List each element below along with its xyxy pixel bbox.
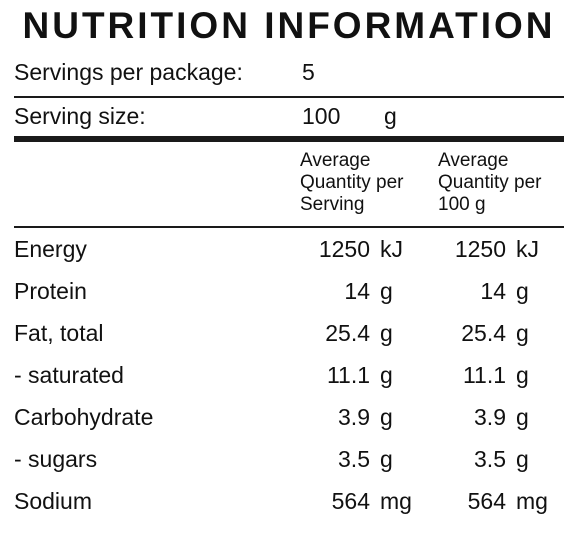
divider-thick <box>14 136 564 142</box>
nutrient-row-sugars: - sugars 3.5 g 3.5 g <box>0 438 578 480</box>
column-header-per-100g: Average Quantity per 100 g <box>438 150 576 216</box>
per-serving-unit: mg <box>380 488 412 514</box>
panel-title: NUTRITION INFORMATION <box>22 5 556 46</box>
per-serving-value: 564 <box>331 488 370 514</box>
nutrient-row-carbohydrate: Carbohydrate 3.9 g 3.9 g <box>0 396 578 438</box>
column-header-line: Serving <box>300 194 365 215</box>
nutrient-name: Carbohydrate <box>14 404 154 430</box>
per-serving-unit: g <box>380 320 393 346</box>
nutrient-name: Protein <box>14 278 87 304</box>
nutrient-name: Energy <box>14 236 87 262</box>
nutrient-name: - saturated <box>14 362 124 388</box>
nutrient-row-energy: Energy 1250 kJ 1250 kJ <box>0 228 578 270</box>
per-100g-value: 1250 <box>454 236 506 262</box>
per-serving-value: 11.1 <box>326 362 370 388</box>
nutrient-row-protein: Protein 14 g 14 g <box>0 270 578 312</box>
per-100g-value: 25.4 <box>461 320 506 346</box>
per-100g-unit: g <box>516 278 529 304</box>
per-100g-value: 3.5 <box>474 446 506 472</box>
column-header-line: 100 g <box>438 194 486 215</box>
column-header-line: Average <box>300 150 371 171</box>
per-100g-unit: g <box>516 362 529 388</box>
per-serving-unit: g <box>380 446 393 472</box>
per-serving-unit: g <box>380 404 393 430</box>
serving-size: Serving size: 100 g <box>14 102 397 130</box>
nutrient-name: Sodium <box>14 488 92 514</box>
column-header-per-serving: Average Quantity per Serving <box>300 150 438 216</box>
servings-per-package-value: 5 <box>302 59 315 85</box>
per-100g-value: 11.1 <box>462 362 506 388</box>
per-100g-value: 564 <box>467 488 506 514</box>
nutrient-name: - sugars <box>14 446 98 472</box>
per-100g-value: 14 <box>480 278 506 304</box>
per-serving-value: 14 <box>344 278 370 304</box>
per-100g-value: 3.9 <box>474 404 506 430</box>
serving-size-value: 100 <box>302 103 341 129</box>
nutrient-name: Fat, total <box>14 320 104 346</box>
per-serving-unit: g <box>380 362 393 388</box>
per-100g-unit: kJ <box>516 236 539 262</box>
divider <box>14 226 564 228</box>
serving-size-label: Serving size: <box>14 103 146 129</box>
serving-size-unit: g <box>384 103 397 129</box>
per-100g-unit: mg <box>516 488 548 514</box>
per-serving-value: 3.9 <box>338 404 370 430</box>
divider <box>14 96 564 98</box>
per-serving-value: 3.5 <box>338 446 370 472</box>
per-serving-unit: kJ <box>380 236 403 262</box>
nutrient-row-fat-total: Fat, total 25.4 g 25.4 g <box>0 312 578 354</box>
per-100g-unit: g <box>516 320 529 346</box>
per-serving-value: 1250 <box>318 236 370 262</box>
nutrient-row-saturated: - saturated 11.1 g 11.1 g <box>0 354 578 396</box>
servings-per-package-label: Servings per package: <box>14 59 243 85</box>
column-header-line: Average <box>438 150 509 171</box>
per-100g-unit: g <box>516 446 529 472</box>
per-serving-unit: g <box>380 278 393 304</box>
nutrient-row-sodium: Sodium 564 mg 564 mg <box>0 480 578 522</box>
column-header-line: Quantity per <box>438 172 542 193</box>
per-serving-value: 25.4 <box>325 320 370 346</box>
column-header-line: Quantity per <box>300 172 404 193</box>
per-100g-unit: g <box>516 404 529 430</box>
servings-per-package: Servings per package: 5 <box>14 58 315 86</box>
